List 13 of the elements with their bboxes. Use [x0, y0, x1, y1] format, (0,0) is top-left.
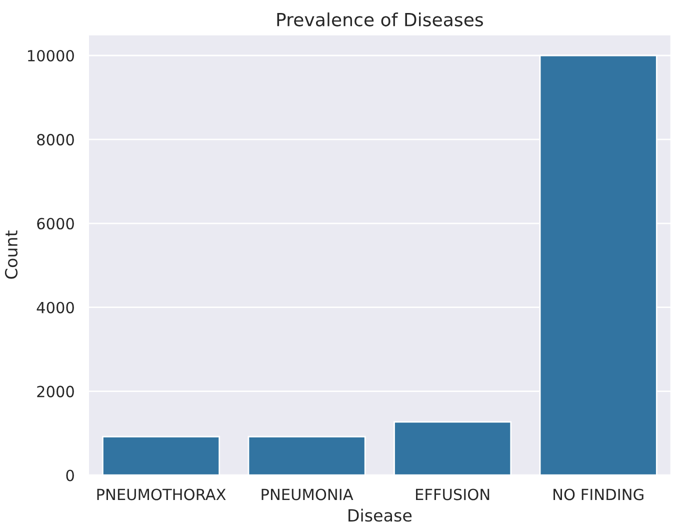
- y-tick-label: 0: [66, 470, 74, 482]
- y-tick-label: 2000: [37, 386, 74, 398]
- y-tick-label: 8000: [37, 134, 74, 146]
- chart-title: Prevalence of Diseases: [277, 12, 483, 26]
- y-axis-title: Count: [4, 230, 18, 279]
- y-tick-label: 10000: [28, 50, 74, 62]
- x-tick-label: EFFUSION: [416, 488, 490, 500]
- y-tick-label: 6000: [37, 218, 74, 230]
- x-axis-title: Disease: [348, 508, 412, 522]
- x-tick-label: PNEUMONIA: [262, 488, 354, 500]
- x-tick-label: NO FINDING: [554, 488, 644, 500]
- y-tick-label: 4000: [36, 302, 74, 314]
- x-tick-label: PNEUMOTHORAX: [97, 488, 226, 500]
